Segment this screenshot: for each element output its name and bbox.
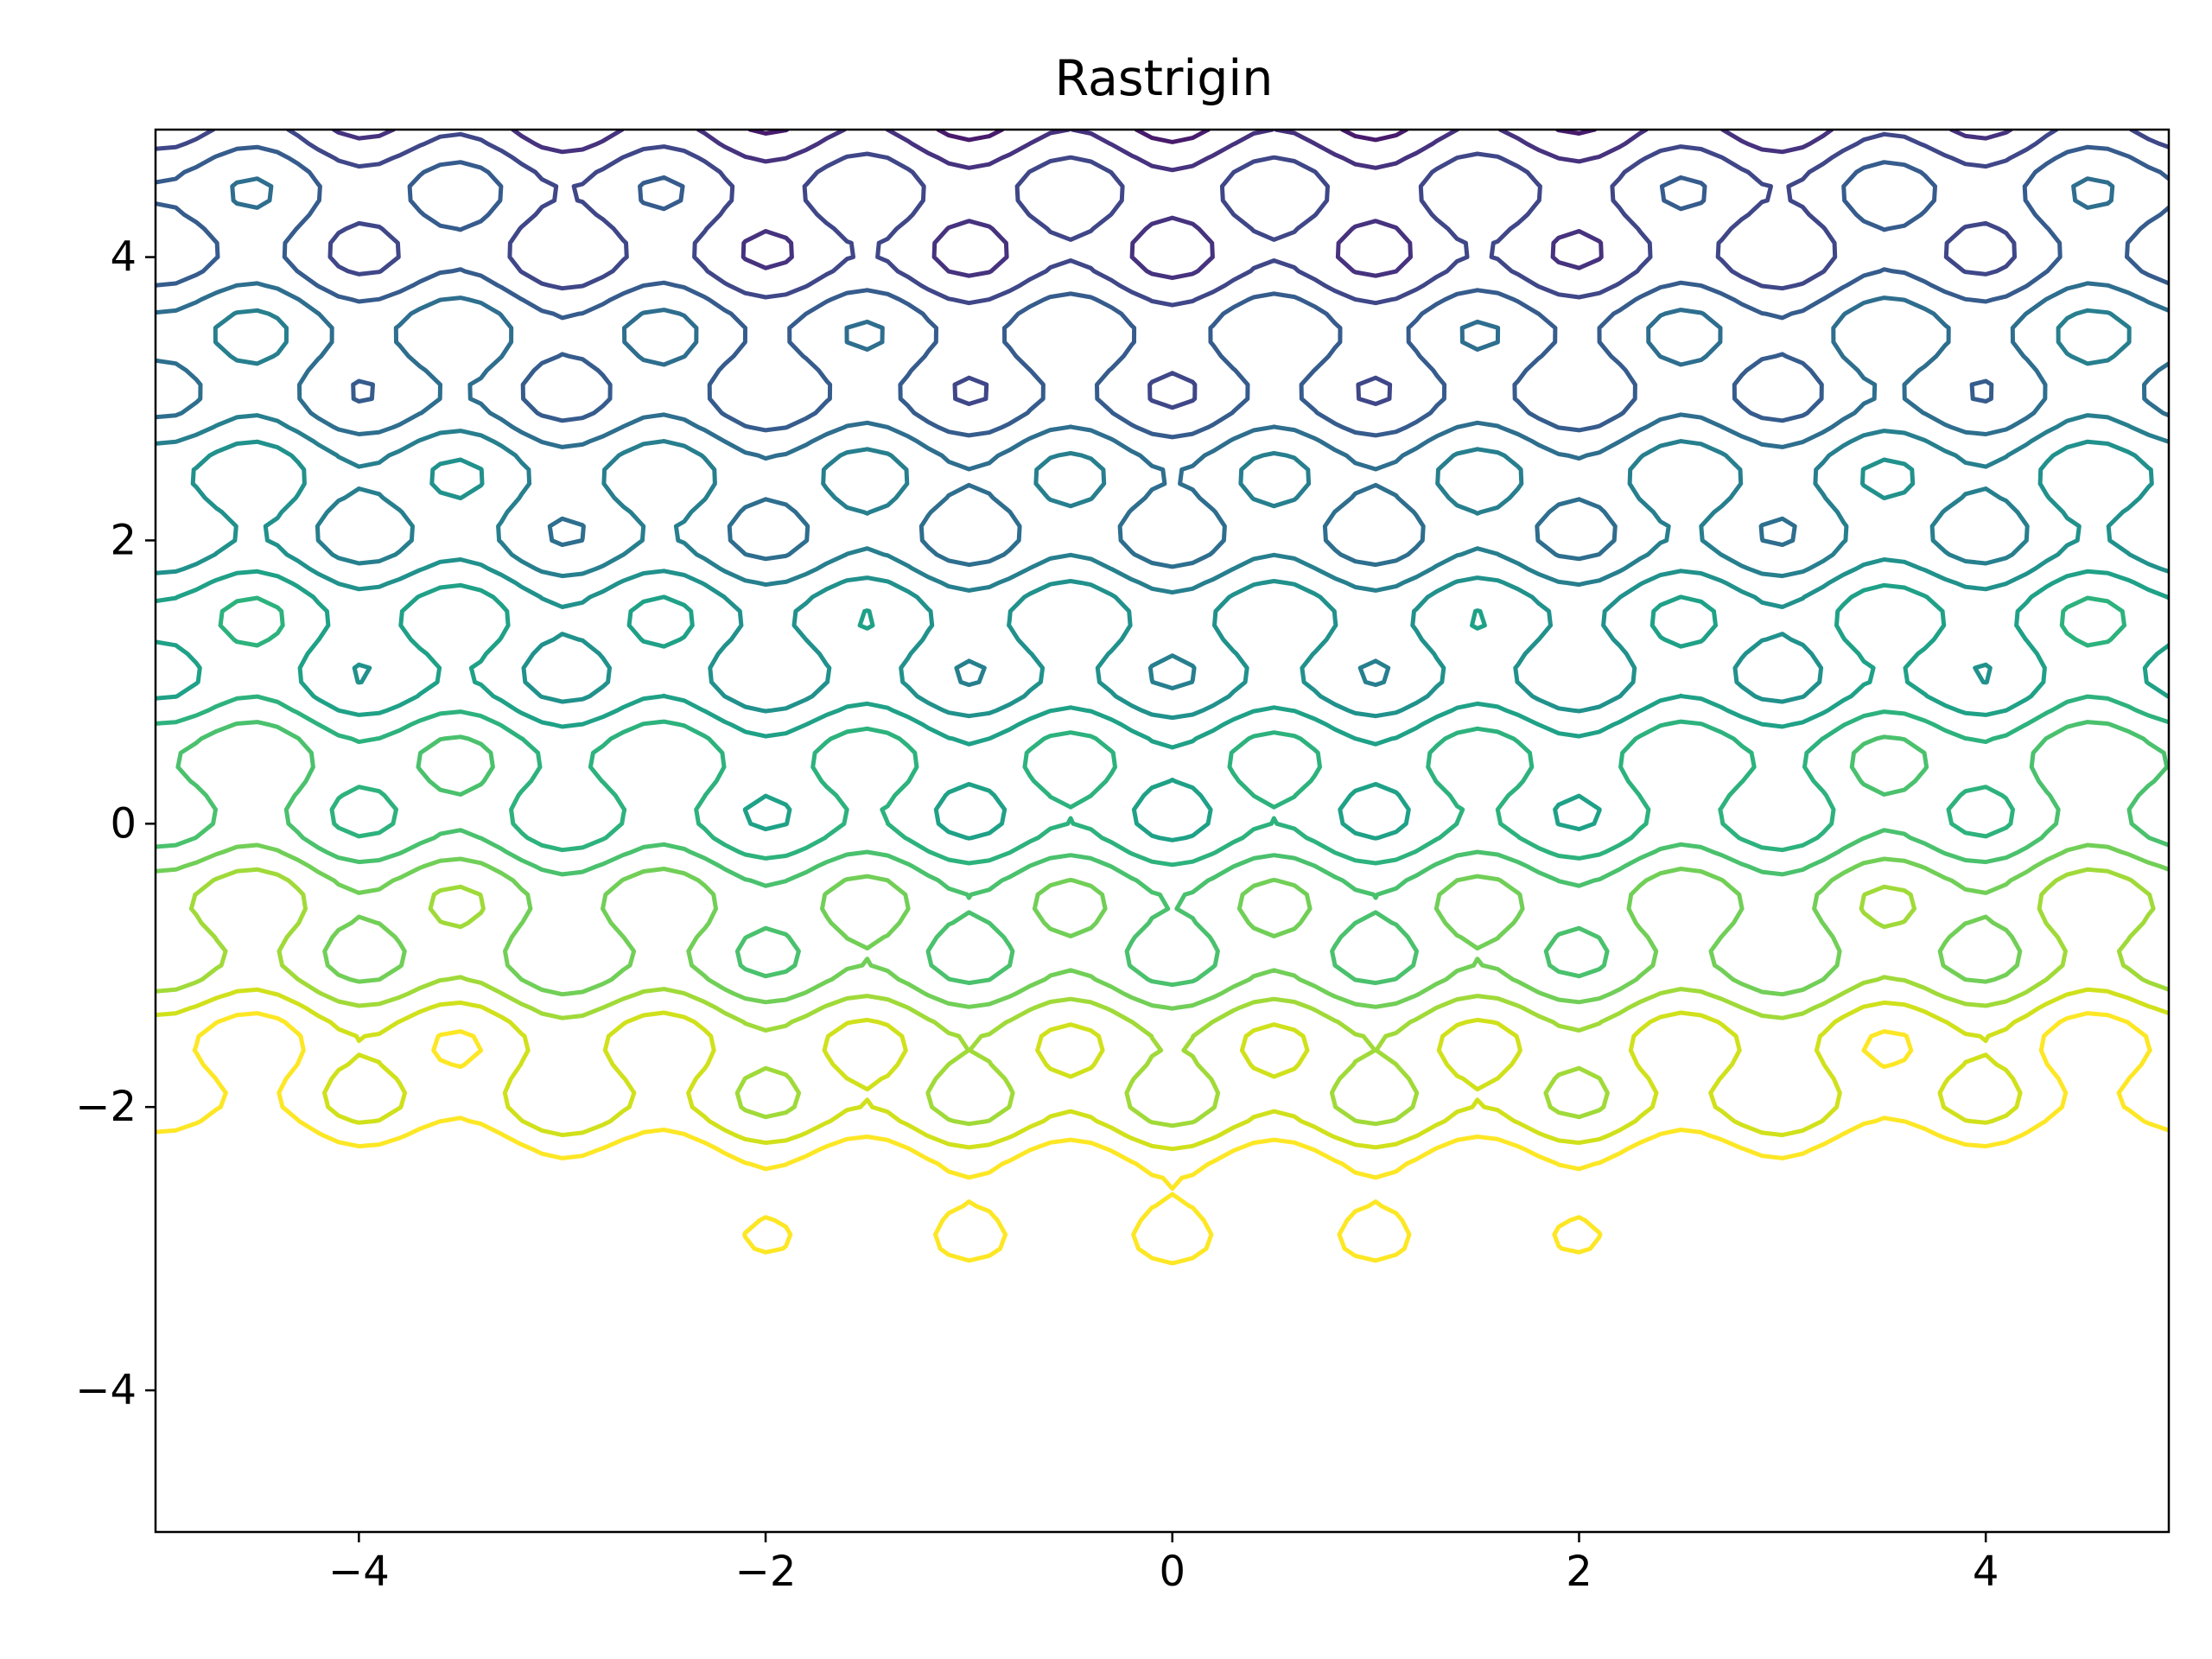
- x-tick-label: 2: [1566, 1548, 1592, 1596]
- x-tick-label: 4: [1973, 1548, 1999, 1596]
- contour-level-line: [156, 720, 2169, 988]
- x-axis: −4 −2 0 2 4: [328, 1532, 1999, 1596]
- y-tick-label: −4: [75, 1366, 137, 1414]
- contour-level-line: [156, 308, 2169, 690]
- x-tick-label: −2: [735, 1548, 797, 1596]
- contour-level-line: [156, 867, 2169, 1128]
- plot-frame: [154, 128, 2171, 1534]
- contour-level-line: [156, 987, 2169, 1152]
- contour-level-line: [331, 130, 2013, 281]
- contour-level-line: [156, 595, 2169, 868]
- contour-level-line: [156, 842, 2169, 1011]
- chart-title: Rastrigin: [1055, 50, 1274, 107]
- x-tick-label: −4: [328, 1548, 390, 1596]
- y-tick-label: 0: [110, 799, 137, 848]
- contour-level-line: [156, 144, 2169, 440]
- contour-lines: [156, 130, 2169, 1266]
- y-tick-label: −2: [75, 1083, 137, 1131]
- y-tick-label: 4: [110, 233, 137, 282]
- contour-level-line: [156, 1011, 2169, 1266]
- contour-level-line: [747, 130, 1598, 144]
- contour-level-line: [156, 439, 2169, 721]
- contour-level-line: [156, 176, 2169, 569]
- y-axis: −4 −2 0 2 4: [75, 233, 156, 1414]
- y-tick-label: 2: [110, 516, 137, 564]
- x-tick-label: 0: [1159, 1548, 1185, 1596]
- contour-level-line: [156, 130, 2169, 410]
- contour-level-line: [156, 569, 2169, 842]
